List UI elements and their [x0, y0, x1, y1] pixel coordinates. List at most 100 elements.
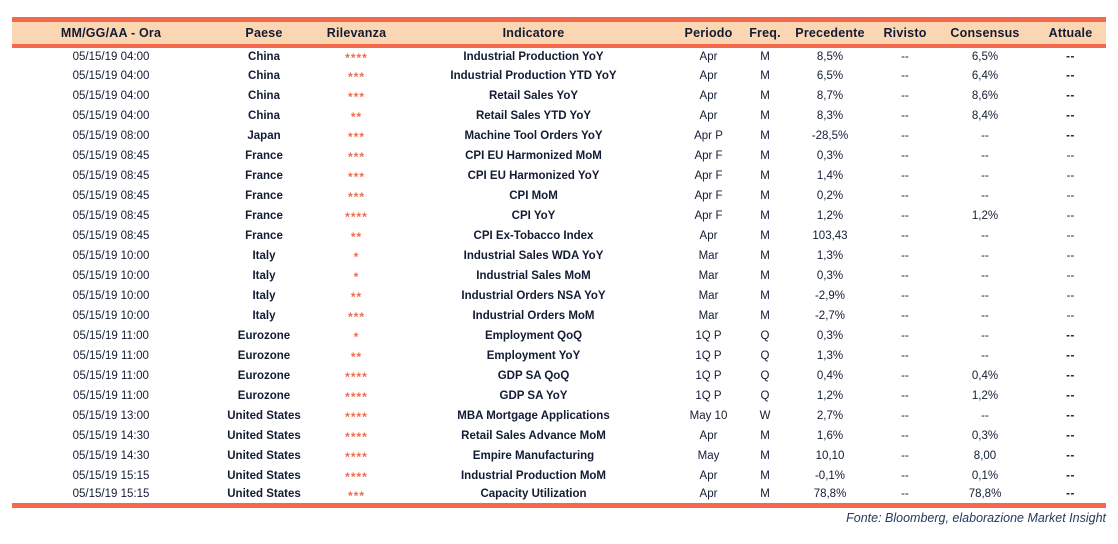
- cell-relevance-stars: ****: [345, 470, 368, 484]
- table-row: 05/15/19 04:00 China *** Industrial Prod…: [12, 66, 1106, 86]
- cell-relevance-stars: ***: [347, 150, 365, 164]
- cell-revised: --: [901, 229, 909, 242]
- cell-revised: --: [901, 349, 909, 362]
- table-row: 05/15/19 14:30 United States **** Empire…: [12, 446, 1106, 466]
- cell-country: Italy: [252, 309, 276, 322]
- cell-country: France: [245, 209, 283, 222]
- cell-country: United States: [227, 409, 301, 422]
- cell-period: Apr: [699, 229, 718, 242]
- column-header-datetime: MM/GG/AA - Ora: [12, 17, 210, 48]
- cell-consensus: 1,2%: [971, 209, 999, 222]
- cell-consensus: 1,2%: [971, 389, 999, 402]
- cell-period: Apr: [699, 109, 718, 122]
- table-row: 05/15/19 10:00 Italy ** Industrial Order…: [12, 286, 1106, 306]
- cell-previous: -2,9%: [814, 289, 846, 302]
- cell-indicator: Industrial Orders MoM: [472, 309, 595, 322]
- cell-actual: --: [1066, 249, 1075, 262]
- cell-indicator: CPI YoY: [511, 209, 556, 222]
- table-row: 05/15/19 11:00 Eurozone **** GDP SA YoY …: [12, 386, 1106, 406]
- cell-previous: 1,6%: [816, 429, 844, 442]
- cell-revised: --: [901, 149, 909, 162]
- cell-actual: --: [1066, 109, 1075, 122]
- cell-relevance-stars: ****: [345, 430, 368, 444]
- cell-actual: --: [1066, 209, 1075, 222]
- cell-consensus: 0,4%: [971, 369, 999, 382]
- cell-actual: --: [1035, 485, 1106, 508]
- cell-actual: --: [1066, 89, 1075, 102]
- cell-frequency: M: [760, 289, 770, 302]
- cell-frequency: M: [760, 309, 770, 322]
- cell-frequency: M: [760, 69, 770, 82]
- table-row: 05/15/19 11:00 Eurozone **** GDP SA QoQ …: [12, 366, 1106, 386]
- cell-period: Apr: [699, 429, 718, 442]
- cell-period: May 10: [689, 409, 728, 422]
- cell-revised: --: [901, 429, 909, 442]
- cell-datetime: 05/15/19 14:30: [72, 449, 150, 462]
- cell-period: Apr F: [694, 209, 723, 222]
- cell-datetime: 05/15/19 08:45: [72, 209, 150, 222]
- cell-relevance-stars: ***: [347, 190, 365, 204]
- cell-country: Eurozone: [237, 369, 291, 382]
- cell-frequency: M: [760, 189, 770, 202]
- cell-datetime: 05/15/19 10:00: [72, 249, 150, 262]
- cell-indicator: Industrial Production YoY: [463, 50, 604, 63]
- column-header-relevance: Rilevanza: [318, 17, 395, 48]
- cell-indicator: Machine Tool Orders YoY: [464, 129, 603, 142]
- cell-datetime: 05/15/19 10:00: [72, 269, 150, 282]
- column-header-revised: Rivisto: [875, 17, 935, 48]
- column-header-consensus: Consensus: [935, 17, 1035, 48]
- cell-relevance-stars: ****: [345, 210, 368, 224]
- cell-frequency: Q: [760, 329, 770, 342]
- cell-country: France: [245, 229, 283, 242]
- cell-frequency: M: [760, 249, 770, 262]
- cell-country: United States: [210, 485, 318, 508]
- cell-frequency: M: [760, 449, 770, 462]
- cell-period: Apr: [699, 50, 718, 63]
- cell-actual: --: [1066, 369, 1075, 382]
- cell-revised: --: [901, 329, 909, 342]
- table-row: 05/15/19 08:45 France ** CPI Ex-Tobacco …: [12, 226, 1106, 246]
- cell-datetime: 05/15/19 15:15: [12, 485, 210, 508]
- cell-actual: --: [1066, 129, 1075, 142]
- cell-datetime: 05/15/19 11:00: [73, 349, 149, 362]
- cell-consensus: --: [981, 169, 989, 182]
- cell-country: France: [245, 189, 283, 202]
- cell-country: United States: [227, 449, 301, 462]
- cell-previous: -28,5%: [811, 129, 849, 142]
- cell-previous: 6,5%: [816, 69, 844, 82]
- cell-indicator: GDP SA QoQ: [497, 369, 570, 382]
- cell-indicator: CPI MoM: [509, 189, 558, 202]
- table-row: 05/15/19 04:00 China *** Retail Sales Yo…: [12, 86, 1106, 106]
- cell-previous: 0,3%: [816, 329, 844, 342]
- cell-revised: --: [901, 209, 909, 222]
- cell-datetime: 05/15/19 13:00: [72, 409, 150, 422]
- economic-calendar-page: MM/GG/AA - Ora Paese Rilevanza Indicator…: [0, 17, 1118, 544]
- table-row: 05/15/19 15:15 United States *** Capacit…: [12, 485, 1106, 508]
- cell-datetime: 05/15/19 04:00: [72, 69, 150, 82]
- cell-revised: --: [901, 129, 909, 142]
- cell-previous: 0,2%: [816, 189, 844, 202]
- cell-previous: 8,3%: [816, 109, 844, 122]
- cell-previous: 8,5%: [816, 50, 844, 63]
- cell-indicator: CPI Ex-Tobacco Index: [473, 229, 594, 242]
- table-row: 05/15/19 10:00 Italy *** Industrial Orde…: [12, 306, 1106, 326]
- cell-actual: --: [1066, 349, 1075, 362]
- table-row: 05/15/19 10:00 Italy * Industrial Sales …: [12, 246, 1106, 266]
- cell-datetime: 05/15/19 08:00: [72, 129, 150, 142]
- table-row: 05/15/19 11:00 Eurozone ** Employment Yo…: [12, 346, 1106, 366]
- cell-revised: --: [901, 309, 909, 322]
- cell-relevance-stars: *: [353, 270, 360, 284]
- cell-consensus: --: [981, 409, 989, 422]
- cell-period: Mar: [698, 309, 719, 322]
- cell-datetime: 05/15/19 11:00: [73, 369, 149, 382]
- cell-actual: --: [1066, 229, 1075, 242]
- cell-actual: --: [1066, 50, 1075, 63]
- cell-datetime: 05/15/19 10:00: [72, 309, 150, 322]
- cell-consensus: --: [981, 289, 989, 302]
- cell-frequency: M: [760, 109, 770, 122]
- cell-consensus: --: [981, 349, 989, 362]
- cell-indicator: CPI EU Harmonized YoY: [467, 169, 600, 182]
- cell-consensus: --: [981, 189, 989, 202]
- cell-previous: 8,7%: [816, 89, 844, 102]
- cell-consensus: --: [981, 249, 989, 262]
